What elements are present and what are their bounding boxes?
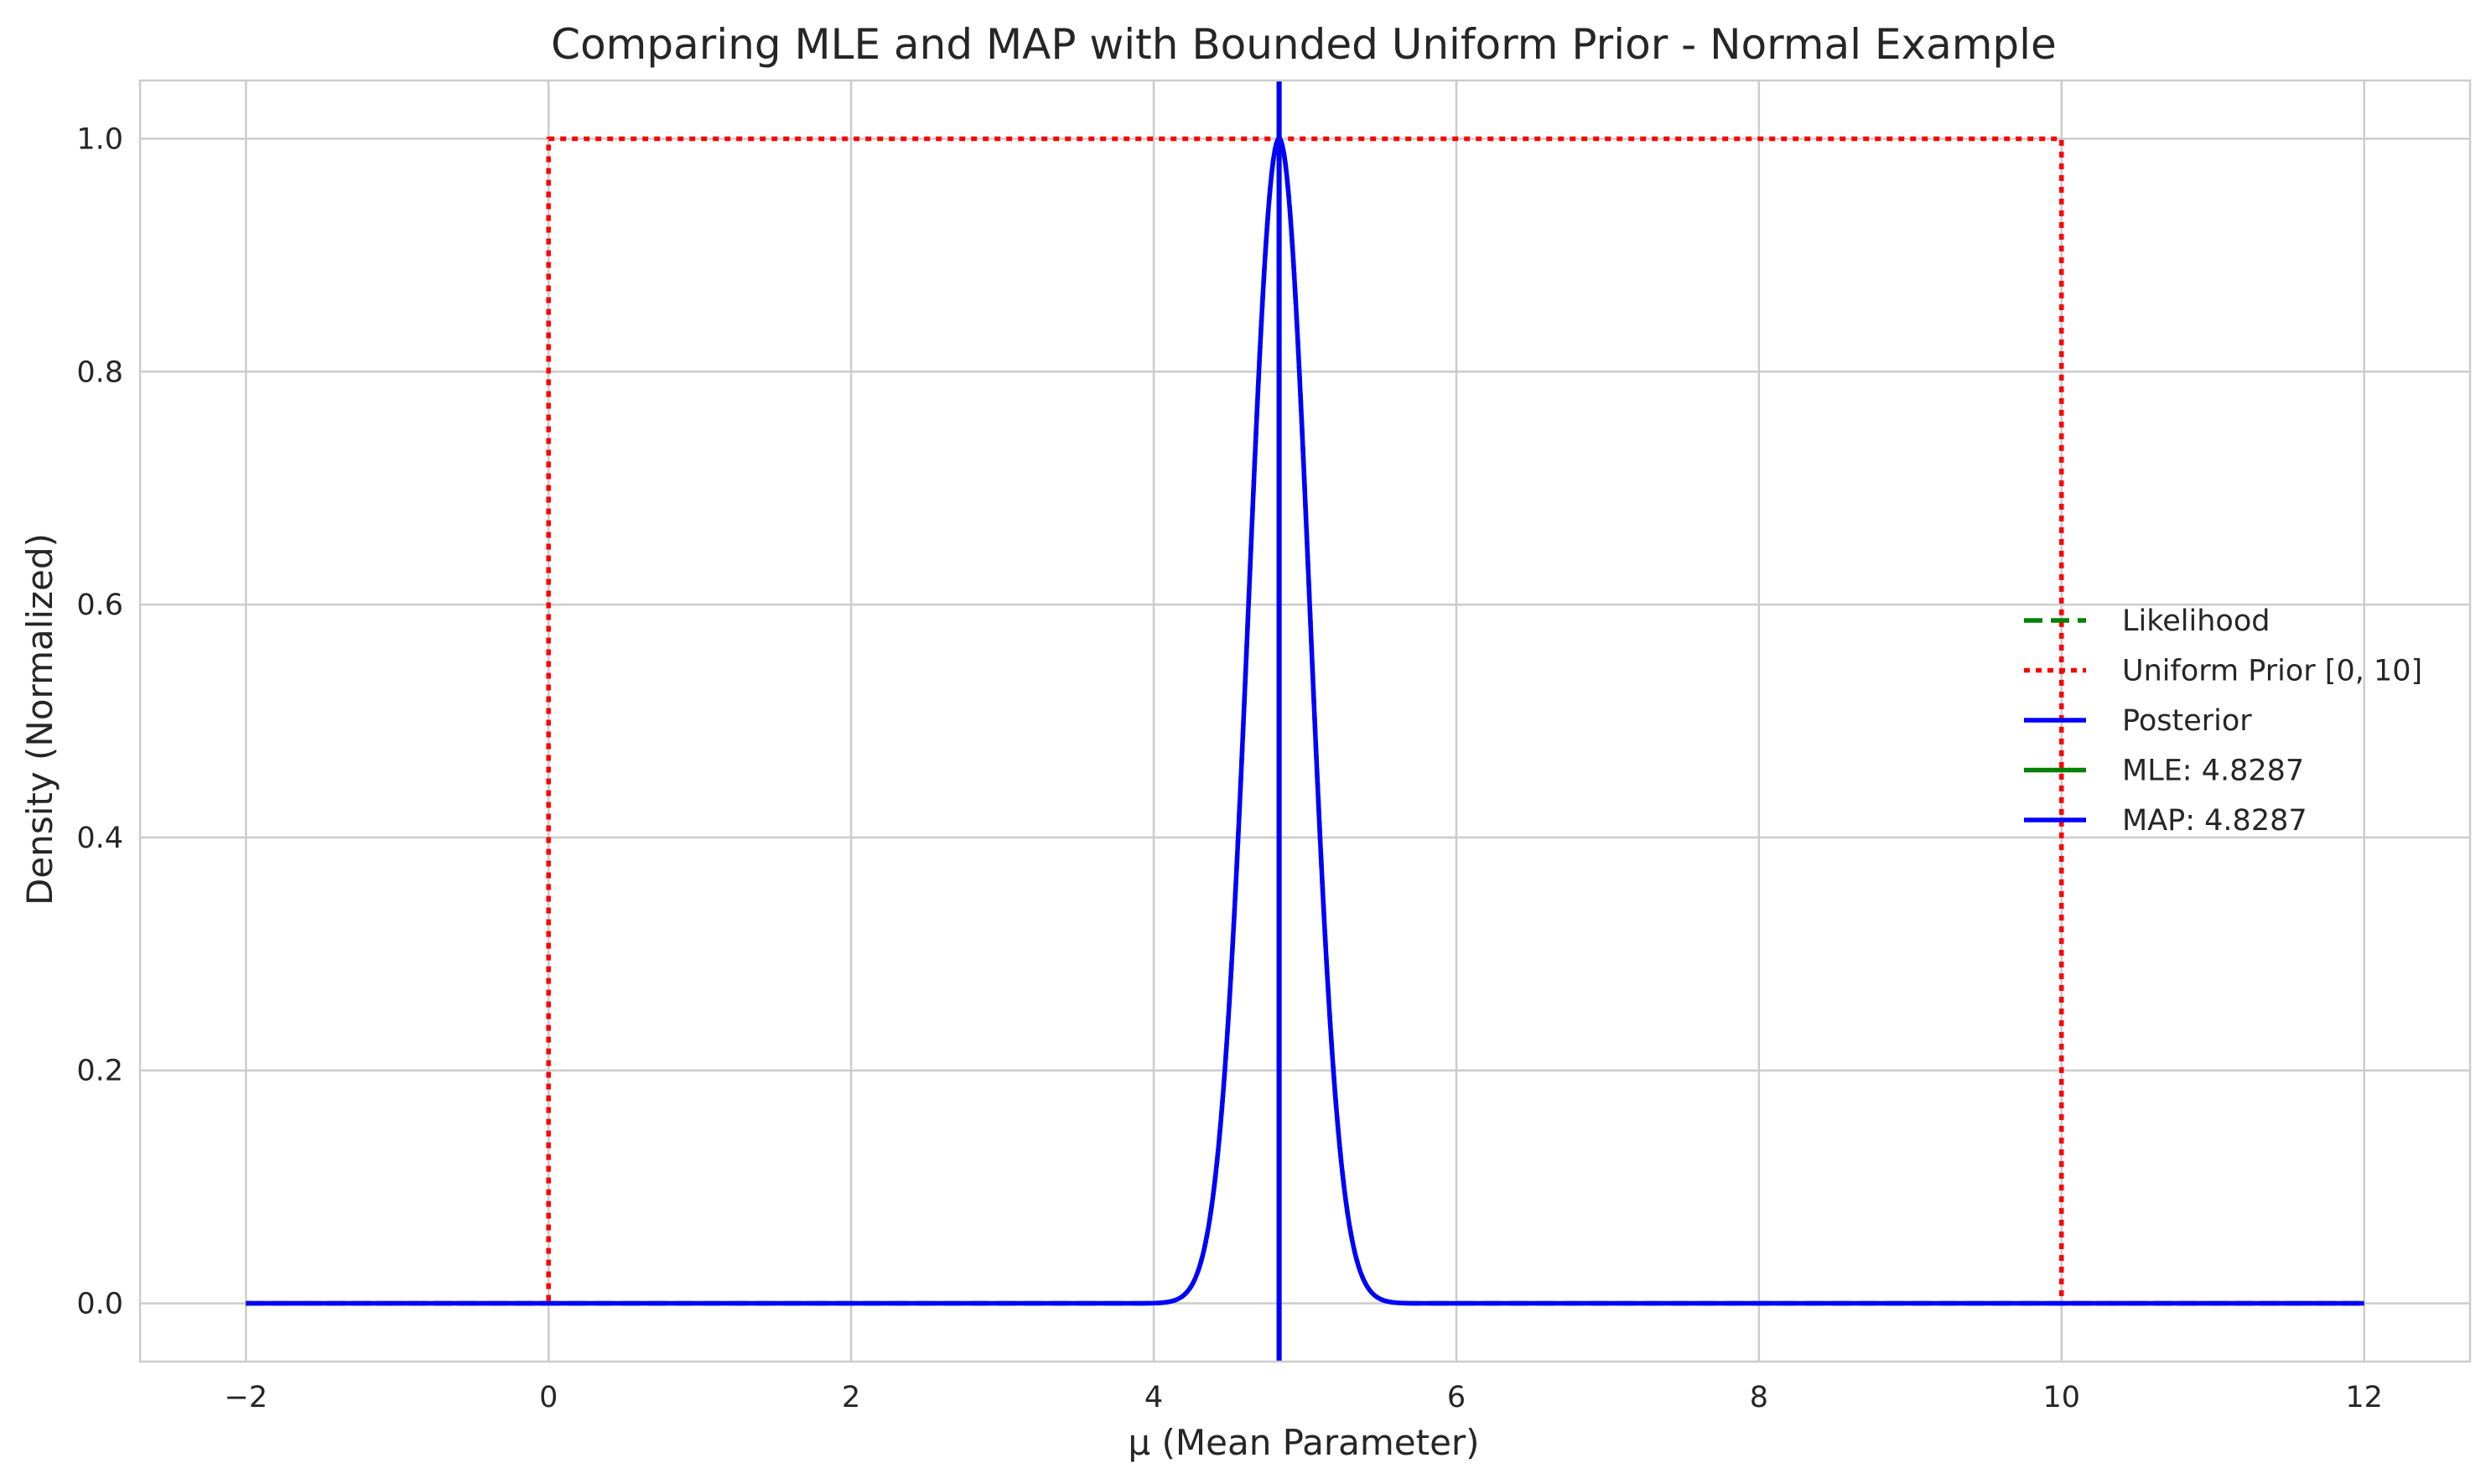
x-axis-ticks: −2 0 2 4 6 8 10 12 <box>225 1381 2383 1414</box>
legend-label: MLE: 4.8287 <box>2122 755 2304 788</box>
legend-label: Likelihood <box>2122 604 2270 638</box>
x-tick-label: 12 <box>2345 1381 2383 1414</box>
plot-frame <box>138 79 2472 1363</box>
x-tick-label: −2 <box>225 1381 268 1414</box>
y-tick-label: 0.4 <box>76 822 123 855</box>
plot-area <box>245 80 2365 1362</box>
x-tick-label: 0 <box>539 1381 558 1414</box>
y-tick-label: 0.6 <box>76 589 123 622</box>
grid <box>140 80 2470 1362</box>
chart-title: Comparing MLE and MAP with Bounded Unifo… <box>551 20 2057 69</box>
y-tick-label: 1.0 <box>76 122 123 156</box>
y-axis-label: Density (Normalized) <box>19 533 60 905</box>
series-2-line <box>245 136 2365 1306</box>
y-tick-label: 0.0 <box>76 1288 123 1321</box>
y-tick-label: 0.2 <box>76 1055 123 1088</box>
y-axis-ticks: 0.0 0.2 0.4 0.6 0.8 1.0 <box>76 122 123 1321</box>
x-tick-label: 6 <box>1447 1381 1466 1414</box>
x-tick-label: 4 <box>1144 1381 1163 1414</box>
legend-label: Posterior <box>2122 704 2252 738</box>
x-tick-label: 8 <box>1750 1381 1768 1414</box>
legend-label: MAP: 4.8287 <box>2122 804 2307 838</box>
x-tick-label: 2 <box>842 1381 860 1414</box>
legend-label: Uniform Prior [0, 10] <box>2122 655 2422 688</box>
x-tick-label: 10 <box>2042 1381 2080 1414</box>
y-tick-label: 0.8 <box>76 355 123 389</box>
legend: Likelihood Uniform Prior [0, 10] Posterior… <box>2024 604 2422 838</box>
x-axis-label: μ (Mean Parameter) <box>1128 1422 1479 1463</box>
